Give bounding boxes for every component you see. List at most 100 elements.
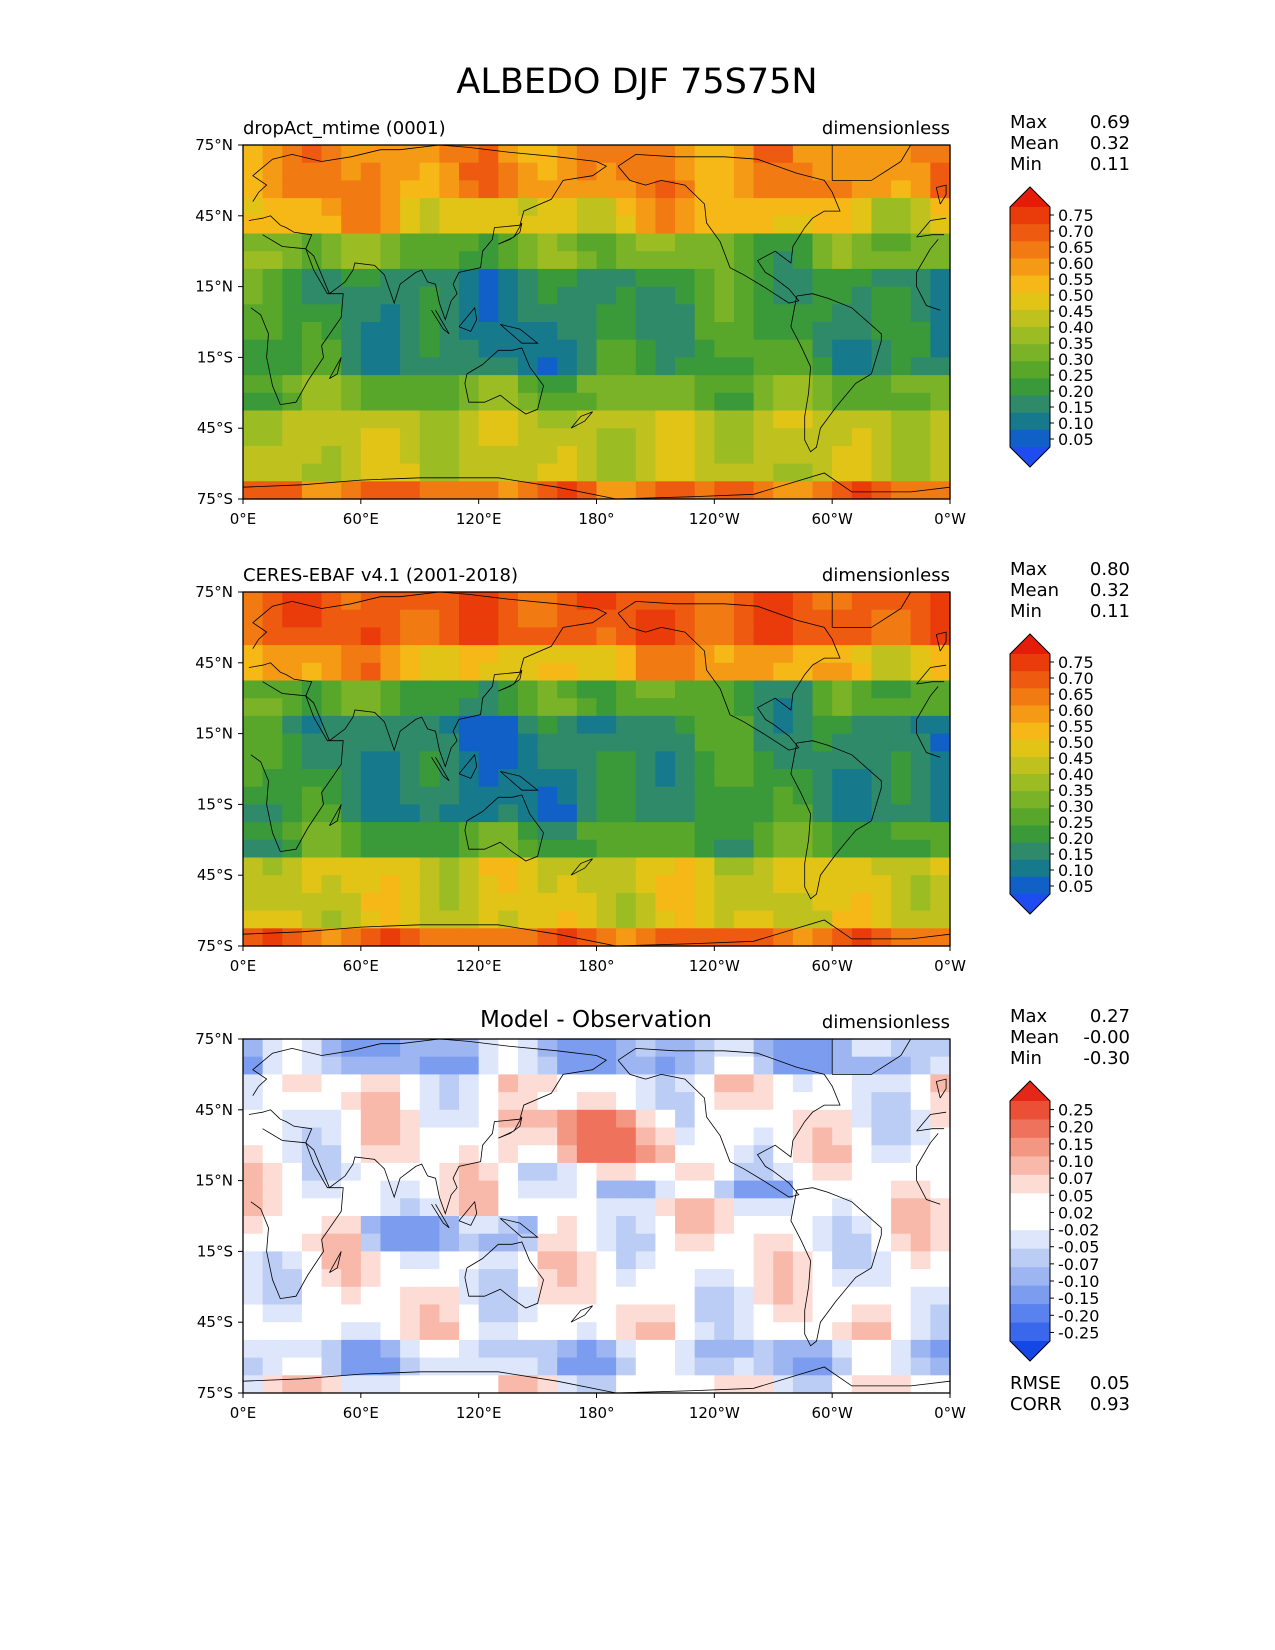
contour-cell xyxy=(792,769,814,788)
contour-cell xyxy=(419,1074,440,1093)
contour-cell xyxy=(675,375,696,394)
contour-cell xyxy=(360,1322,382,1341)
contour-cell xyxy=(243,1304,264,1323)
colorbar-tick-label: 0.50 xyxy=(1058,733,1094,752)
contour-cell xyxy=(243,733,264,752)
contour-cell xyxy=(282,198,303,217)
contour-cell xyxy=(871,609,892,628)
contour-cell xyxy=(753,198,774,217)
contour-cell xyxy=(419,680,440,699)
contour-cell xyxy=(262,733,283,752)
contour-cell xyxy=(655,662,676,682)
contour-cell xyxy=(930,1286,951,1306)
contour-cell xyxy=(733,1286,755,1306)
contour-cell xyxy=(517,910,539,929)
contour-cell xyxy=(243,698,264,717)
contour-cell xyxy=(832,180,853,199)
contour-cell xyxy=(635,215,657,235)
contour-cell xyxy=(773,304,794,323)
contour-cell xyxy=(675,662,696,682)
contour-cell xyxy=(360,592,382,611)
contour-cell xyxy=(930,1322,951,1341)
contour-cell xyxy=(360,304,382,323)
contour-cell xyxy=(321,1322,342,1341)
contour-cell xyxy=(262,481,283,500)
contour-cell xyxy=(812,1357,833,1376)
contour-cell xyxy=(832,662,853,682)
y-tick-label: 75°S xyxy=(197,490,233,508)
contour-cell xyxy=(478,698,499,717)
contour-cell xyxy=(498,180,519,199)
contour-cell xyxy=(773,662,794,682)
contour-cell xyxy=(576,357,598,376)
stat-value: 0.27 xyxy=(1090,1006,1130,1027)
contour-cell xyxy=(871,769,892,788)
contour-cell xyxy=(675,1286,696,1306)
contour-cell xyxy=(321,892,342,912)
contour-cell xyxy=(478,1339,499,1359)
contour-cell xyxy=(380,592,401,611)
contour-cell xyxy=(616,751,637,770)
contour-cell xyxy=(714,233,735,252)
contour-cell xyxy=(459,198,480,217)
colorbar-extend-min xyxy=(1010,894,1050,914)
contour-cell xyxy=(753,1039,774,1058)
contour-cell xyxy=(498,1198,519,1217)
contour-cell xyxy=(321,1039,342,1058)
contour-cell xyxy=(478,1039,499,1058)
contour-cell xyxy=(537,857,558,876)
contour-cell xyxy=(576,769,598,788)
contour-cell xyxy=(576,339,598,358)
contour-cell xyxy=(635,322,657,341)
contour-cell xyxy=(773,1092,794,1111)
contour-cell xyxy=(792,680,814,699)
contour-cell xyxy=(419,428,440,447)
contour-cell xyxy=(380,1251,401,1270)
contour-cell xyxy=(832,680,853,699)
contour-cell xyxy=(773,215,794,235)
contour-cell xyxy=(812,875,833,894)
contour-cell xyxy=(930,892,951,912)
contour-cell xyxy=(537,910,558,929)
contour-cell xyxy=(517,1162,539,1182)
colorbar-swatch xyxy=(1010,207,1050,225)
contour-cell xyxy=(341,1233,362,1252)
colorbar-tick-label: -0.15 xyxy=(1058,1289,1099,1308)
contour-cell xyxy=(773,1074,794,1093)
contour-cell xyxy=(753,463,774,482)
contour-cell xyxy=(321,481,342,500)
contour-cell xyxy=(498,233,519,252)
contour-cell xyxy=(576,822,598,841)
contour-cell xyxy=(635,251,657,270)
contour-cell xyxy=(380,1180,401,1199)
contour-cell xyxy=(321,1127,342,1146)
contour-cell xyxy=(498,1145,519,1164)
contour-cell xyxy=(596,627,617,646)
contour-cell xyxy=(243,1180,264,1199)
contour-cell xyxy=(753,145,774,164)
contour-cell xyxy=(635,162,657,181)
contour-cell xyxy=(380,910,401,929)
contour-cell xyxy=(812,375,833,394)
contour-cell xyxy=(439,1216,460,1235)
contour-cell xyxy=(360,392,382,412)
contour-cell xyxy=(557,1145,578,1164)
contour-cell xyxy=(655,410,676,429)
contour-cell xyxy=(360,857,382,876)
contour-cell xyxy=(360,1162,382,1182)
contour-cell xyxy=(910,1074,931,1093)
contour-cell xyxy=(635,233,657,252)
contour-cell xyxy=(871,1269,892,1288)
contour-cell xyxy=(635,445,657,465)
contour-cell xyxy=(360,698,382,717)
contour-cell xyxy=(243,304,264,323)
contour-cell xyxy=(557,428,578,447)
contour-cell xyxy=(576,1304,598,1323)
contour-cell xyxy=(832,375,853,394)
contour-cell xyxy=(694,857,715,876)
stat-value: 0.11 xyxy=(1090,601,1130,622)
contour-cell xyxy=(773,875,794,894)
y-tick-label: 15°N xyxy=(195,725,233,743)
contour-cell xyxy=(321,445,342,465)
contour-cell xyxy=(851,680,873,699)
